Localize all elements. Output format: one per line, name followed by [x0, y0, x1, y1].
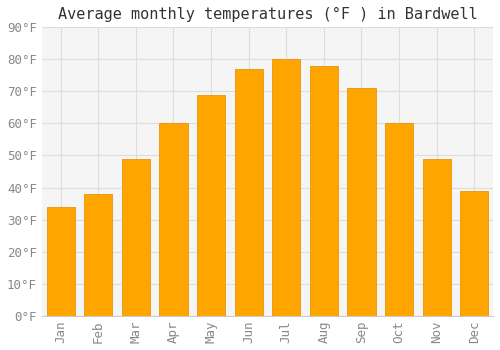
Bar: [234, 69, 262, 316]
Bar: [122, 159, 150, 316]
Bar: [84, 194, 112, 316]
Bar: [310, 66, 338, 316]
Bar: [460, 191, 488, 316]
Bar: [197, 94, 225, 316]
Bar: [348, 88, 376, 316]
Bar: [272, 60, 300, 316]
Bar: [160, 124, 188, 316]
Bar: [385, 124, 413, 316]
Bar: [46, 207, 74, 316]
Title: Average monthly temperatures (°F ) in Bardwell: Average monthly temperatures (°F ) in Ba…: [58, 7, 478, 22]
Bar: [422, 159, 451, 316]
